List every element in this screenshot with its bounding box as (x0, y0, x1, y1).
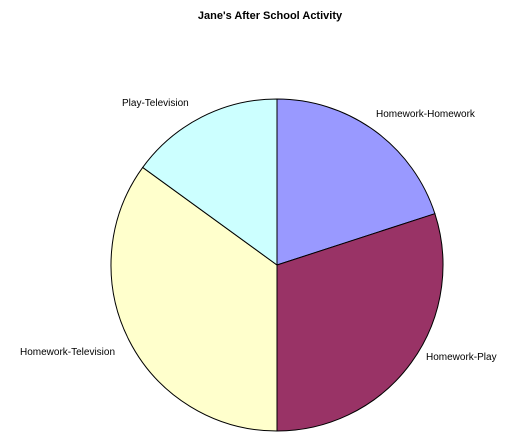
pie-slice-play-television (142, 98, 278, 266)
slice-label-homework-play: Homework-Play (426, 352, 497, 363)
slice-labels: Homework-Homework Homework-Play Homework-T… (20, 98, 497, 363)
pie-slice-homework-play (276, 213, 444, 432)
slice-label-homework-homework: Homework-Homework (376, 109, 476, 120)
slice-label-play-television: Play-Television (122, 98, 189, 109)
slice-label-homework-television: Homework-Television (20, 347, 115, 358)
pie-slices (110, 98, 444, 432)
chart-title: Jane's After School Activity (198, 10, 343, 22)
pie-slice-homework-television (110, 166, 278, 432)
pie-slice-homework-homework (276, 98, 436, 266)
